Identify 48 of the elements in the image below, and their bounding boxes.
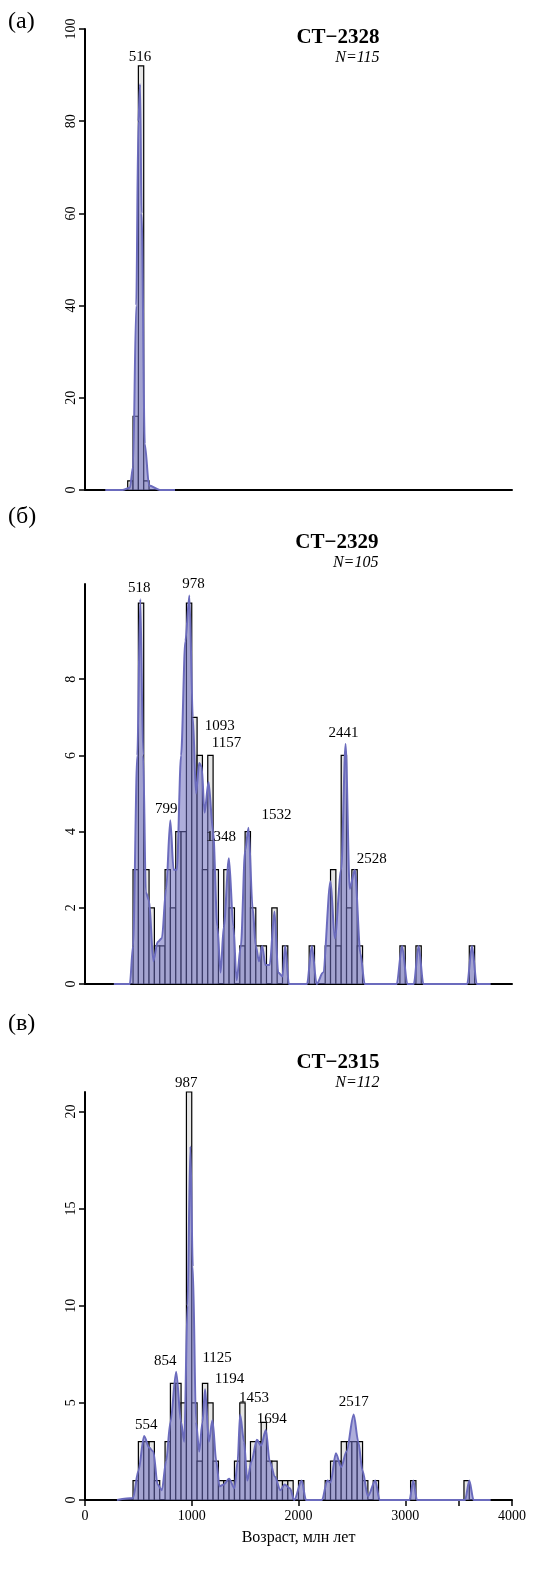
- chart-subtitle: N=105: [331, 552, 379, 570]
- y-tick-label: 5: [62, 1399, 78, 1407]
- y-tick-label: 2: [62, 904, 78, 912]
- y-tick-label: 0: [62, 980, 78, 988]
- annotation: 987: [175, 1074, 199, 1090]
- text: N=115: [334, 47, 380, 65]
- annotation: 518: [128, 579, 151, 596]
- x-tick-label: 1000: [177, 1507, 206, 1523]
- y-tick-label: 0: [62, 1496, 78, 1504]
- annotation: 978: [182, 575, 205, 592]
- text: (а): [8, 7, 35, 33]
- chart-title: СТ−2328: [296, 23, 380, 48]
- annotation: 1194: [214, 1370, 245, 1387]
- y-tick-label: 15: [62, 1201, 78, 1216]
- chart-subtitle: N=112: [334, 1072, 380, 1090]
- y-tick-label: 0: [62, 486, 78, 494]
- annotation: 1694: [256, 1410, 288, 1427]
- y-tick-label: 8: [62, 675, 78, 683]
- annotation: 1532: [261, 805, 292, 822]
- annotation: 1093: [204, 716, 235, 733]
- annotation: 2517: [338, 1392, 370, 1409]
- annotation: 2441: [328, 724, 359, 740]
- chart-title: СТ−2329: [295, 528, 379, 553]
- y-tick-label: 20: [62, 1104, 78, 1119]
- annotation: 1453: [239, 1388, 270, 1405]
- y-tick-label: 4: [62, 828, 78, 836]
- x-tick-label: 2000: [284, 1507, 313, 1523]
- y-tick-label: 6: [62, 751, 78, 759]
- annotation: 1157: [211, 734, 242, 751]
- annotation: 516: [128, 48, 152, 65]
- annotation: 799: [155, 800, 178, 817]
- annotation: 554: [134, 1415, 158, 1432]
- y-tick-label: 10: [62, 1298, 78, 1313]
- y-tick-label: 100: [62, 18, 78, 40]
- x-tick-label: 4000: [498, 1507, 526, 1523]
- y-tick-label: 20: [62, 390, 78, 405]
- x-tick-label: 3000: [391, 1507, 420, 1523]
- x-tick-label: 0: [81, 1507, 89, 1523]
- x-axis-title: Возраст, млн лет: [241, 1527, 356, 1546]
- y-tick-label: 40: [62, 298, 78, 313]
- y-tick-label: 80: [62, 114, 78, 129]
- annotation: 2528: [356, 849, 387, 866]
- y-tick-label: 60: [62, 206, 78, 221]
- text: (б): [8, 502, 37, 528]
- annotation: 854: [153, 1351, 177, 1368]
- chart-title: СТ−2315: [296, 1048, 380, 1073]
- annotation: 1125: [202, 1349, 232, 1366]
- text: (в): [8, 1009, 36, 1035]
